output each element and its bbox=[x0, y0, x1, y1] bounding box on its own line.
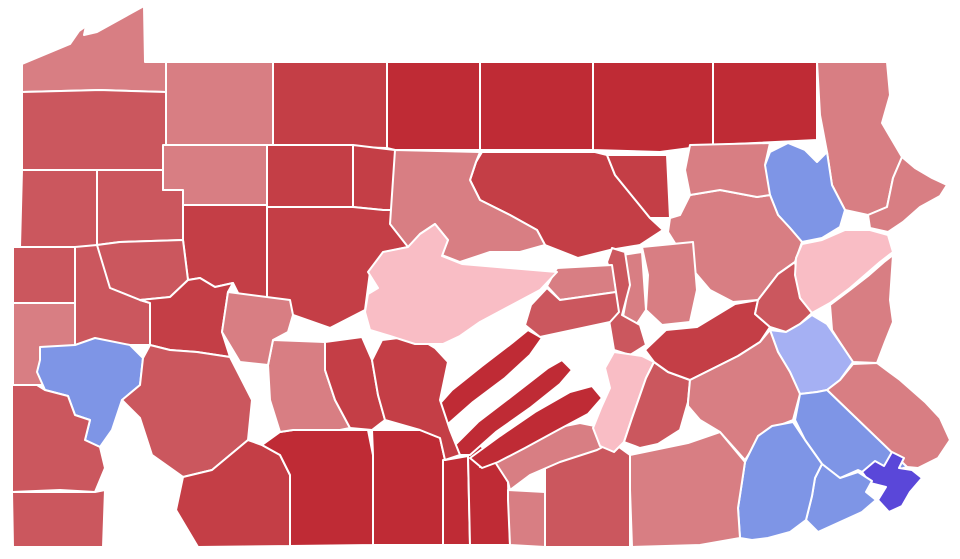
county-tioga bbox=[479, 61, 594, 151]
county-monroe bbox=[794, 229, 894, 314]
county-pike bbox=[867, 156, 948, 233]
county-centre bbox=[364, 223, 558, 345]
county-philadelphia bbox=[861, 451, 923, 513]
county-wyoming bbox=[684, 142, 771, 198]
county-warren bbox=[165, 61, 274, 146]
county-indiana bbox=[221, 291, 294, 366]
county-juniata bbox=[451, 359, 573, 456]
county-huntingdon bbox=[371, 335, 461, 461]
county-perry bbox=[469, 385, 603, 469]
county-bucks bbox=[826, 362, 951, 469]
county-columbia bbox=[641, 241, 698, 326]
county-lawrence bbox=[12, 246, 76, 304]
county-bedford bbox=[371, 429, 446, 546]
county-blair bbox=[324, 336, 386, 431]
county-washington bbox=[11, 384, 106, 493]
county-mercer bbox=[19, 169, 98, 248]
county-mckean bbox=[272, 61, 388, 149]
county-susquehanna bbox=[712, 61, 818, 146]
county-potter bbox=[386, 61, 481, 151]
county-fulton bbox=[442, 455, 471, 546]
county-lancaster bbox=[629, 431, 746, 548]
county-adams bbox=[507, 489, 546, 548]
county-crawford bbox=[21, 89, 167, 171]
county-elk bbox=[266, 144, 354, 208]
county-erie bbox=[21, 5, 167, 93]
county-cameron bbox=[352, 144, 396, 211]
county-bradford bbox=[592, 61, 714, 153]
county-snyder bbox=[524, 287, 620, 338]
county-sullivan bbox=[606, 154, 671, 219]
county-greene bbox=[11, 489, 106, 548]
